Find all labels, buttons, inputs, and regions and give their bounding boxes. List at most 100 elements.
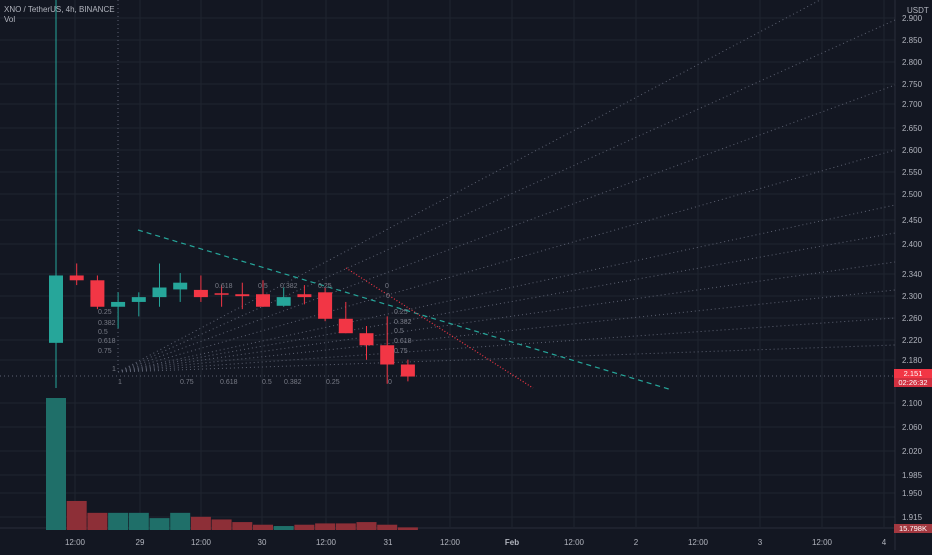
fib-level-label: 0.25: [326, 379, 340, 386]
price-tick-label: 2.800: [902, 58, 923, 67]
time-tick-label: 29: [136, 538, 145, 547]
price-tick-label: 2.450: [902, 216, 923, 225]
time-tick-label: Feb: [505, 538, 519, 547]
countdown-tag: 02:26:32: [894, 378, 932, 387]
candle-body[interactable]: [380, 345, 394, 364]
volume-bar[interactable]: [315, 523, 335, 530]
fib-level-label: 1: [112, 366, 116, 373]
volume-bar[interactable]: [170, 513, 190, 530]
price-tick-label: 2.500: [902, 190, 923, 199]
price-unit-label: USDT: [907, 6, 929, 15]
fib-level-label: 0.25: [394, 309, 408, 316]
fib-level-label: 0: [386, 293, 390, 300]
fib-level-label: 0.618: [215, 283, 233, 290]
time-tick-label: 12:00: [440, 538, 461, 547]
candle-body[interactable]: [173, 283, 187, 290]
volume-bar[interactable]: [191, 517, 211, 530]
price-tick-label: 2.750: [902, 80, 923, 89]
fib-level-label: 0.382: [284, 379, 302, 386]
candle-body[interactable]: [132, 297, 146, 302]
price-tick-label: 2.400: [902, 240, 923, 249]
price-tick-label: 2.180: [902, 356, 923, 365]
volume-bar[interactable]: [377, 525, 397, 530]
candle-body[interactable]: [111, 302, 125, 307]
time-tick-label: 12:00: [316, 538, 337, 547]
time-tick-label: 12:00: [688, 538, 709, 547]
price-tick-label: 1.950: [902, 489, 923, 498]
fib-level-label: 0.382: [394, 319, 412, 326]
last-price-tag: 2.151: [894, 369, 932, 378]
candle-body[interactable]: [49, 275, 63, 342]
fib-level-label: 0.5: [258, 283, 268, 290]
price-tick-label: 2.850: [902, 36, 923, 45]
volume-bar[interactable]: [212, 519, 232, 530]
volume-bar[interactable]: [87, 513, 107, 530]
fib-level-label: 0.5: [262, 379, 272, 386]
volume-bar[interactable]: [357, 522, 377, 530]
volume-bar[interactable]: [294, 525, 314, 530]
candle-body[interactable]: [339, 319, 353, 333]
candle-body[interactable]: [215, 293, 229, 295]
candle-body[interactable]: [235, 294, 249, 296]
price-tick-label: 2.600: [902, 146, 923, 155]
fib-level-label: 0.382: [280, 283, 298, 290]
volume-bar[interactable]: [253, 525, 273, 530]
fib-level-label: 1: [118, 379, 122, 386]
symbol-title: XNO / TetherUS, 4h, BINANCE: [4, 5, 115, 15]
price-tick-label: 2.900: [902, 14, 923, 23]
time-tick-label: 12:00: [812, 538, 833, 547]
volume-bar[interactable]: [46, 398, 66, 530]
fib-level-label: 0.75: [98, 348, 112, 355]
volume-bar[interactable]: [274, 526, 294, 530]
volume-bar[interactable]: [129, 513, 149, 530]
fib-level-label: 0.5: [394, 328, 404, 335]
fib-level-label: 0: [385, 283, 389, 290]
fib-level-label: 0: [388, 379, 392, 386]
volume-bar[interactable]: [232, 522, 252, 530]
price-tick-label: 2.100: [902, 399, 923, 408]
price-tick-label: 1.915: [902, 513, 923, 522]
price-tick-label: 2.300: [902, 292, 923, 301]
volume-bar[interactable]: [150, 518, 170, 530]
price-tick-label: 2.060: [902, 423, 923, 432]
price-tick-label: 2.260: [902, 314, 923, 323]
time-tick-label: 31: [384, 538, 393, 547]
volume-bar[interactable]: [108, 513, 128, 530]
time-tick-label: 2: [634, 538, 639, 547]
fib-level-label: 0.25: [318, 283, 332, 290]
candle-body[interactable]: [401, 365, 415, 377]
volume-value-tag: 15.798K: [894, 524, 932, 533]
candle-body[interactable]: [297, 294, 311, 297]
candle-body[interactable]: [256, 294, 270, 307]
candle-body[interactable]: [277, 297, 291, 306]
volume-bar[interactable]: [67, 501, 87, 530]
fib-level-label: 0.25: [98, 309, 112, 316]
fib-level-label: 0.75: [394, 348, 408, 355]
price-tick-label: 1.985: [902, 471, 923, 480]
candle-body[interactable]: [194, 290, 208, 297]
fib-level-label: 0.75: [180, 379, 194, 386]
fib-level-label: 0.382: [98, 320, 116, 327]
volume-indicator-label: Vol: [4, 15, 15, 25]
price-tick-label: 2.650: [902, 124, 923, 133]
time-tick-label: 3: [758, 538, 763, 547]
candle-body[interactable]: [318, 292, 332, 318]
fib-level-label: 0.618: [220, 379, 238, 386]
price-tick-label: 2.700: [902, 100, 923, 109]
price-tick-label: 2.220: [902, 336, 923, 345]
time-tick-label: 12:00: [65, 538, 86, 547]
price-tick-label: 2.340: [902, 270, 923, 279]
candle-body[interactable]: [153, 288, 167, 298]
fib-level-label: 0.618: [394, 338, 412, 345]
time-tick-label: 30: [258, 538, 267, 547]
time-tick-label: 12:00: [191, 538, 212, 547]
candle-body[interactable]: [90, 280, 104, 306]
volume-bar[interactable]: [398, 527, 418, 530]
price-tick-label: 2.020: [902, 447, 923, 456]
price-tick-label: 2.550: [902, 168, 923, 177]
candle-body[interactable]: [70, 275, 84, 280]
volume-bar[interactable]: [336, 523, 356, 530]
candle-body[interactable]: [360, 333, 374, 345]
